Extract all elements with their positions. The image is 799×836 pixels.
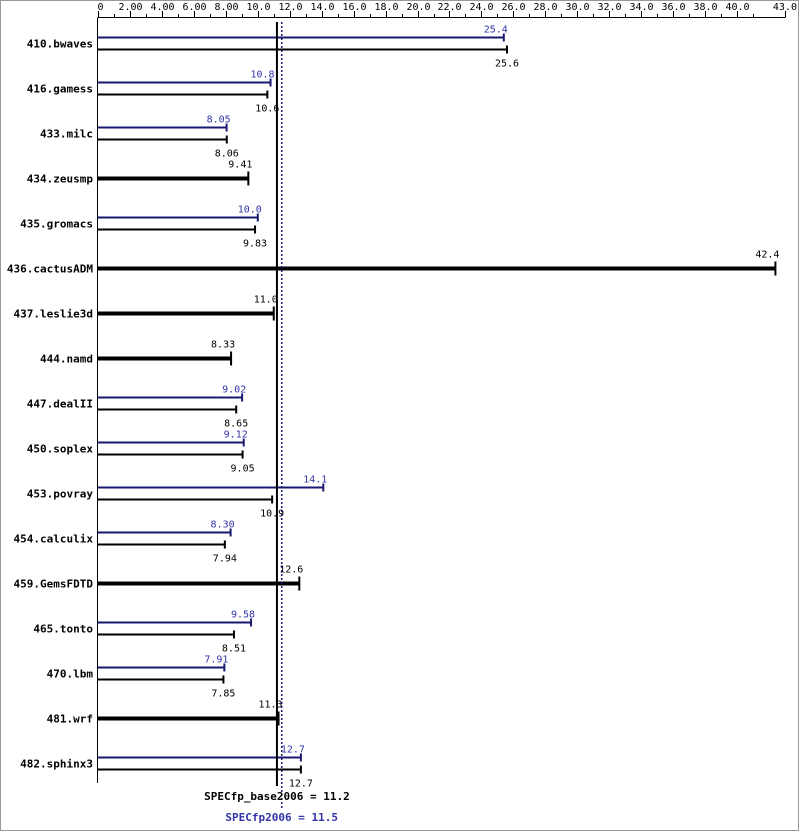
benchmark-label: 470.lbm [47,668,94,681]
x-axis-tick-label: 12.0 [278,2,302,13]
x-axis-tick-label: 36.0 [661,2,685,13]
value-label-peak: 10.0 [238,205,262,216]
peak-summary-label: SPECfp2006 = 11.5 [225,811,338,824]
x-axis-tick-label: 6.00 [182,2,206,13]
value-label-peak: 9.58 [231,610,255,621]
x-axis-tick-label: 40.0 [725,2,749,13]
value-label-peak: 12.7 [281,745,305,756]
value-label-base: 8.06 [215,149,239,160]
x-axis-tick-label: 18.0 [374,2,398,13]
x-axis-tick-label: 8.00 [214,2,238,13]
x-axis-tick-label: 43.0 [773,2,797,13]
benchmark-label: 459.GemsFDTD [14,578,94,591]
benchmark-label: 453.povray [27,488,94,501]
value-label-peak: 10.8 [251,70,275,81]
value-label-combined: 11.3 [258,700,282,711]
value-label-peak: 9.12 [224,430,248,441]
value-label-base: 12.7 [289,779,313,790]
x-axis-tick-label: 22.0 [437,2,461,13]
x-axis-tick-label: 10.0 [246,2,270,13]
value-label-peak: 7.91 [204,655,228,666]
benchmark-label: 447.dealII [27,398,93,411]
x-axis-tick-label: 2.00 [118,2,142,13]
benchmark-label: 433.milc [40,128,93,141]
value-label-combined: 9.41 [228,160,252,171]
value-label-combined: 8.33 [211,340,235,351]
base-summary-label: SPECfp_base2006 = 11.2 [204,790,350,803]
x-axis-tick-label: 32.0 [597,2,621,13]
value-label-base: 9.05 [231,464,255,475]
x-axis-tick-label: 14.0 [310,2,334,13]
benchmark-label: 465.tonto [33,623,93,636]
value-label-base: 25.6 [495,59,519,70]
benchmark-label: 434.zeusmp [27,173,94,186]
x-axis-tick-label: 0 [97,2,103,13]
x-axis-tick-label: 28.0 [533,2,557,13]
value-label-peak: 8.05 [207,115,231,126]
benchmark-label: 436.cactusADM [7,263,93,276]
x-axis-tick-label: 34.0 [629,2,653,13]
value-label-base: 7.85 [211,689,235,700]
x-axis-tick-label: 20.0 [406,2,430,13]
x-axis-tick-label: 30.0 [565,2,589,13]
benchmark-label: 444.namd [40,353,93,366]
benchmark-label: 450.soplex [27,443,94,456]
benchmark-label: 482.sphinx3 [20,758,93,771]
x-axis-tick-label: 38.0 [693,2,717,13]
benchmark-label: 435.gromacs [20,218,93,231]
value-label-peak: 14.1 [303,475,327,486]
benchmark-label: 410.bwaves [27,38,93,51]
x-axis-tick-label: 4.00 [150,2,174,13]
value-label-peak: 25.4 [484,25,508,36]
value-label-combined: 42.4 [755,250,779,261]
benchmark-label: 454.calculix [14,533,94,546]
value-label-base: 9.83 [243,239,267,250]
value-label-peak: 9.02 [222,385,246,396]
value-label-combined: 12.6 [279,565,303,576]
benchmark-label: 416.gamess [27,83,93,96]
value-label-base: 8.65 [224,419,248,430]
value-label-base: 7.94 [213,554,237,565]
value-label-peak: 8.30 [211,520,235,531]
x-axis-tick-label: 16.0 [342,2,366,13]
value-label-base: 8.51 [222,644,246,655]
benchmark-label: 481.wrf [47,713,93,726]
x-axis-tick-label: 26.0 [501,2,525,13]
value-label-combined: 11.0 [254,295,278,306]
benchmark-label: 437.leslie3d [14,308,93,321]
x-axis-tick-label: 24.0 [469,2,493,13]
value-label-base: 10.6 [255,104,279,115]
value-label-base: 10.9 [260,509,284,520]
